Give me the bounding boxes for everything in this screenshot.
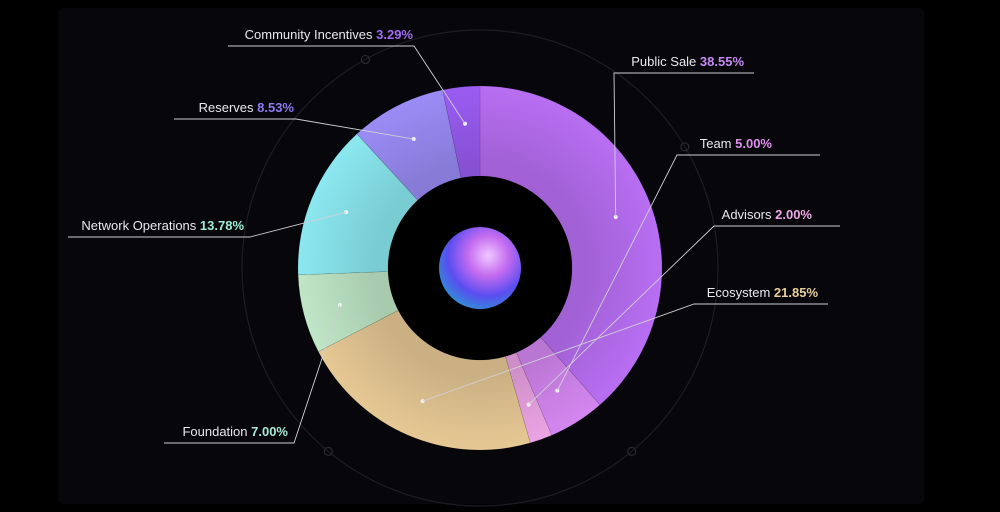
- outer-orbit-ring: [241, 29, 719, 507]
- label-foundation: Foundation 7.00%: [182, 424, 288, 439]
- label-percent: 8.53%: [257, 100, 294, 115]
- center-orb: [439, 227, 521, 309]
- leader-line-community-incentives: [228, 45, 466, 125]
- label-name: Team: [700, 136, 735, 151]
- orbit-dot: [680, 142, 690, 152]
- label-community-incentives: Community Incentives 3.29%: [245, 27, 414, 42]
- leader-line-foundation: [164, 304, 341, 444]
- label-ecosystem: Ecosystem 21.85%: [707, 285, 819, 300]
- label-name: Reserves: [199, 100, 258, 115]
- label-percent: 38.55%: [700, 54, 745, 69]
- label-network-operations: Network Operations 13.78%: [81, 218, 244, 233]
- label-percent: 3.29%: [376, 27, 413, 42]
- label-name: Community Incentives: [245, 27, 377, 42]
- label-reserves: Reserves 8.53%: [199, 100, 295, 115]
- label-name: Public Sale: [631, 54, 700, 69]
- label-advisors: Advisors 2.00%: [722, 207, 813, 222]
- label-public-sale: Public Sale 38.55%: [631, 54, 744, 69]
- label-team: Team 5.00%: [700, 136, 773, 151]
- labels-group: Public Sale 38.55% Team 5.00% Advisors 2.0…: [81, 27, 818, 439]
- label-percent: 13.78%: [200, 218, 245, 233]
- leaders-group: [68, 45, 840, 444]
- label-name: Advisors: [722, 207, 775, 222]
- label-name: Network Operations: [81, 218, 200, 233]
- label-name: Foundation: [182, 424, 251, 439]
- leader-line-advisors: [528, 225, 840, 405]
- leader-line-reserves: [174, 118, 414, 140]
- label-percent: 7.00%: [251, 424, 288, 439]
- label-percent: 5.00%: [735, 136, 772, 151]
- leader-line-ecosystem: [422, 303, 828, 402]
- leader-line-public-sale: [613, 72, 754, 217]
- label-percent: 2.00%: [775, 207, 812, 222]
- leader-line-team: [556, 154, 820, 391]
- label-name: Ecosystem: [707, 285, 774, 300]
- leader-line-network-operations: [68, 211, 347, 238]
- label-percent: 21.85%: [774, 285, 819, 300]
- orbit-dot: [360, 54, 370, 65]
